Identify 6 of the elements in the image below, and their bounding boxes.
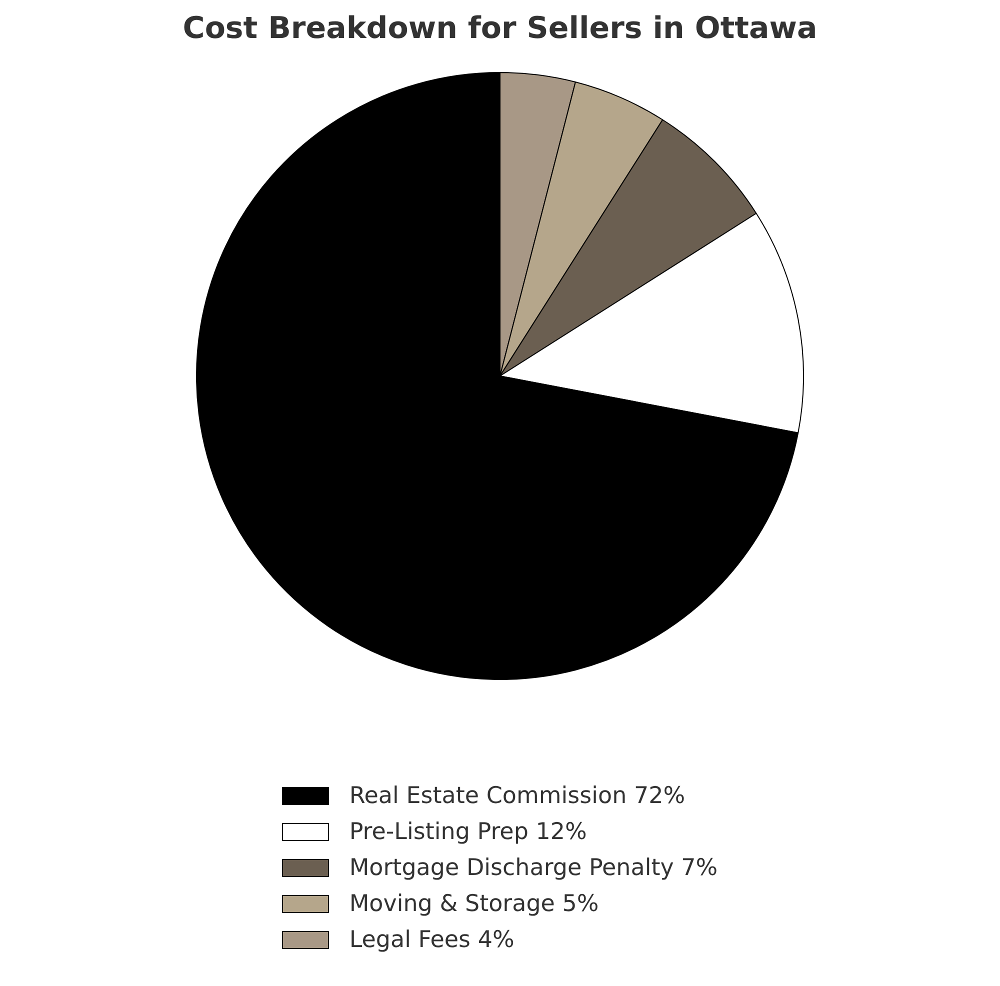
legend-label: Moving & Storage 5% — [349, 890, 599, 916]
legend-label: Real Estate Commission 72% — [349, 782, 686, 808]
legend-label: Mortgage Discharge Penalty 7% — [349, 854, 718, 880]
chart-title: Cost Breakdown for Sellers in Ottawa — [182, 10, 818, 46]
legend-label: Pre-Listing Prep 12% — [349, 818, 587, 844]
legend-label: Legal Fees 4% — [349, 926, 514, 952]
